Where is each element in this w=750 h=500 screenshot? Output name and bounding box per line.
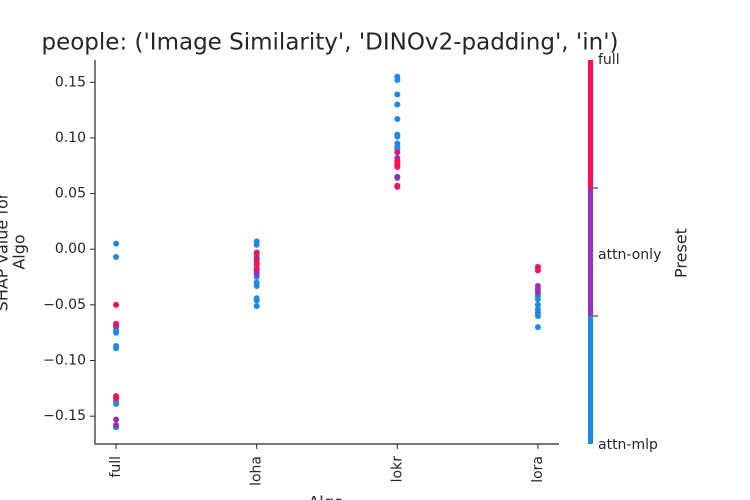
colorbar-label: Preset — [672, 228, 691, 278]
point — [534, 313, 541, 319]
point — [534, 267, 541, 274]
chart-title: people: ('Image Similarity', 'DINOv2-pad… — [41, 30, 618, 56]
y-axis-label: Algo — [10, 234, 29, 269]
y-tick-label: −0.05 — [43, 297, 86, 313]
colorbar-tick-label: full — [598, 52, 620, 68]
point — [113, 301, 120, 308]
y-tick-label: 0.10 — [55, 130, 86, 146]
point — [534, 324, 541, 331]
point — [534, 301, 541, 308]
point — [113, 400, 120, 407]
y-tick-label: −0.15 — [43, 408, 86, 424]
colorbar-segment — [588, 316, 593, 444]
point — [253, 270, 260, 277]
colorbar-segment — [588, 188, 593, 316]
point — [394, 91, 401, 98]
point — [394, 133, 401, 140]
y-tick-label: −0.10 — [43, 353, 86, 369]
point — [253, 302, 260, 309]
point — [113, 345, 120, 352]
point — [394, 182, 401, 189]
x-tick-label: full — [108, 456, 124, 478]
y-axis-label: SHAP value for — [0, 192, 12, 311]
y-tick-label: 0.15 — [55, 74, 86, 90]
point — [113, 395, 120, 402]
point — [253, 260, 260, 267]
point — [534, 296, 541, 303]
point — [394, 115, 401, 122]
x-tick-label: lora — [530, 456, 546, 483]
colorbar-segment — [588, 60, 593, 188]
point — [253, 297, 260, 304]
point — [394, 149, 401, 156]
point — [113, 329, 120, 336]
point — [253, 249, 260, 256]
x-axis-label: Algo — [308, 493, 343, 500]
colorbar-tick-label: attn-only — [598, 247, 661, 263]
point — [113, 254, 120, 261]
point — [253, 241, 260, 248]
point — [394, 173, 401, 180]
point — [253, 282, 260, 289]
colorbar-tick-label: attn-mlp — [598, 437, 658, 453]
x-tick-label: loha — [249, 456, 265, 486]
y-tick-label: 0.00 — [55, 241, 86, 257]
point — [113, 240, 120, 247]
point — [394, 77, 401, 84]
point — [394, 101, 401, 108]
point — [534, 289, 541, 296]
point — [113, 416, 120, 423]
point — [253, 266, 260, 273]
point — [394, 163, 401, 170]
y-tick-label: 0.05 — [55, 186, 86, 202]
x-tick-label: lokr — [389, 456, 405, 483]
point — [113, 422, 120, 429]
point — [113, 320, 120, 327]
